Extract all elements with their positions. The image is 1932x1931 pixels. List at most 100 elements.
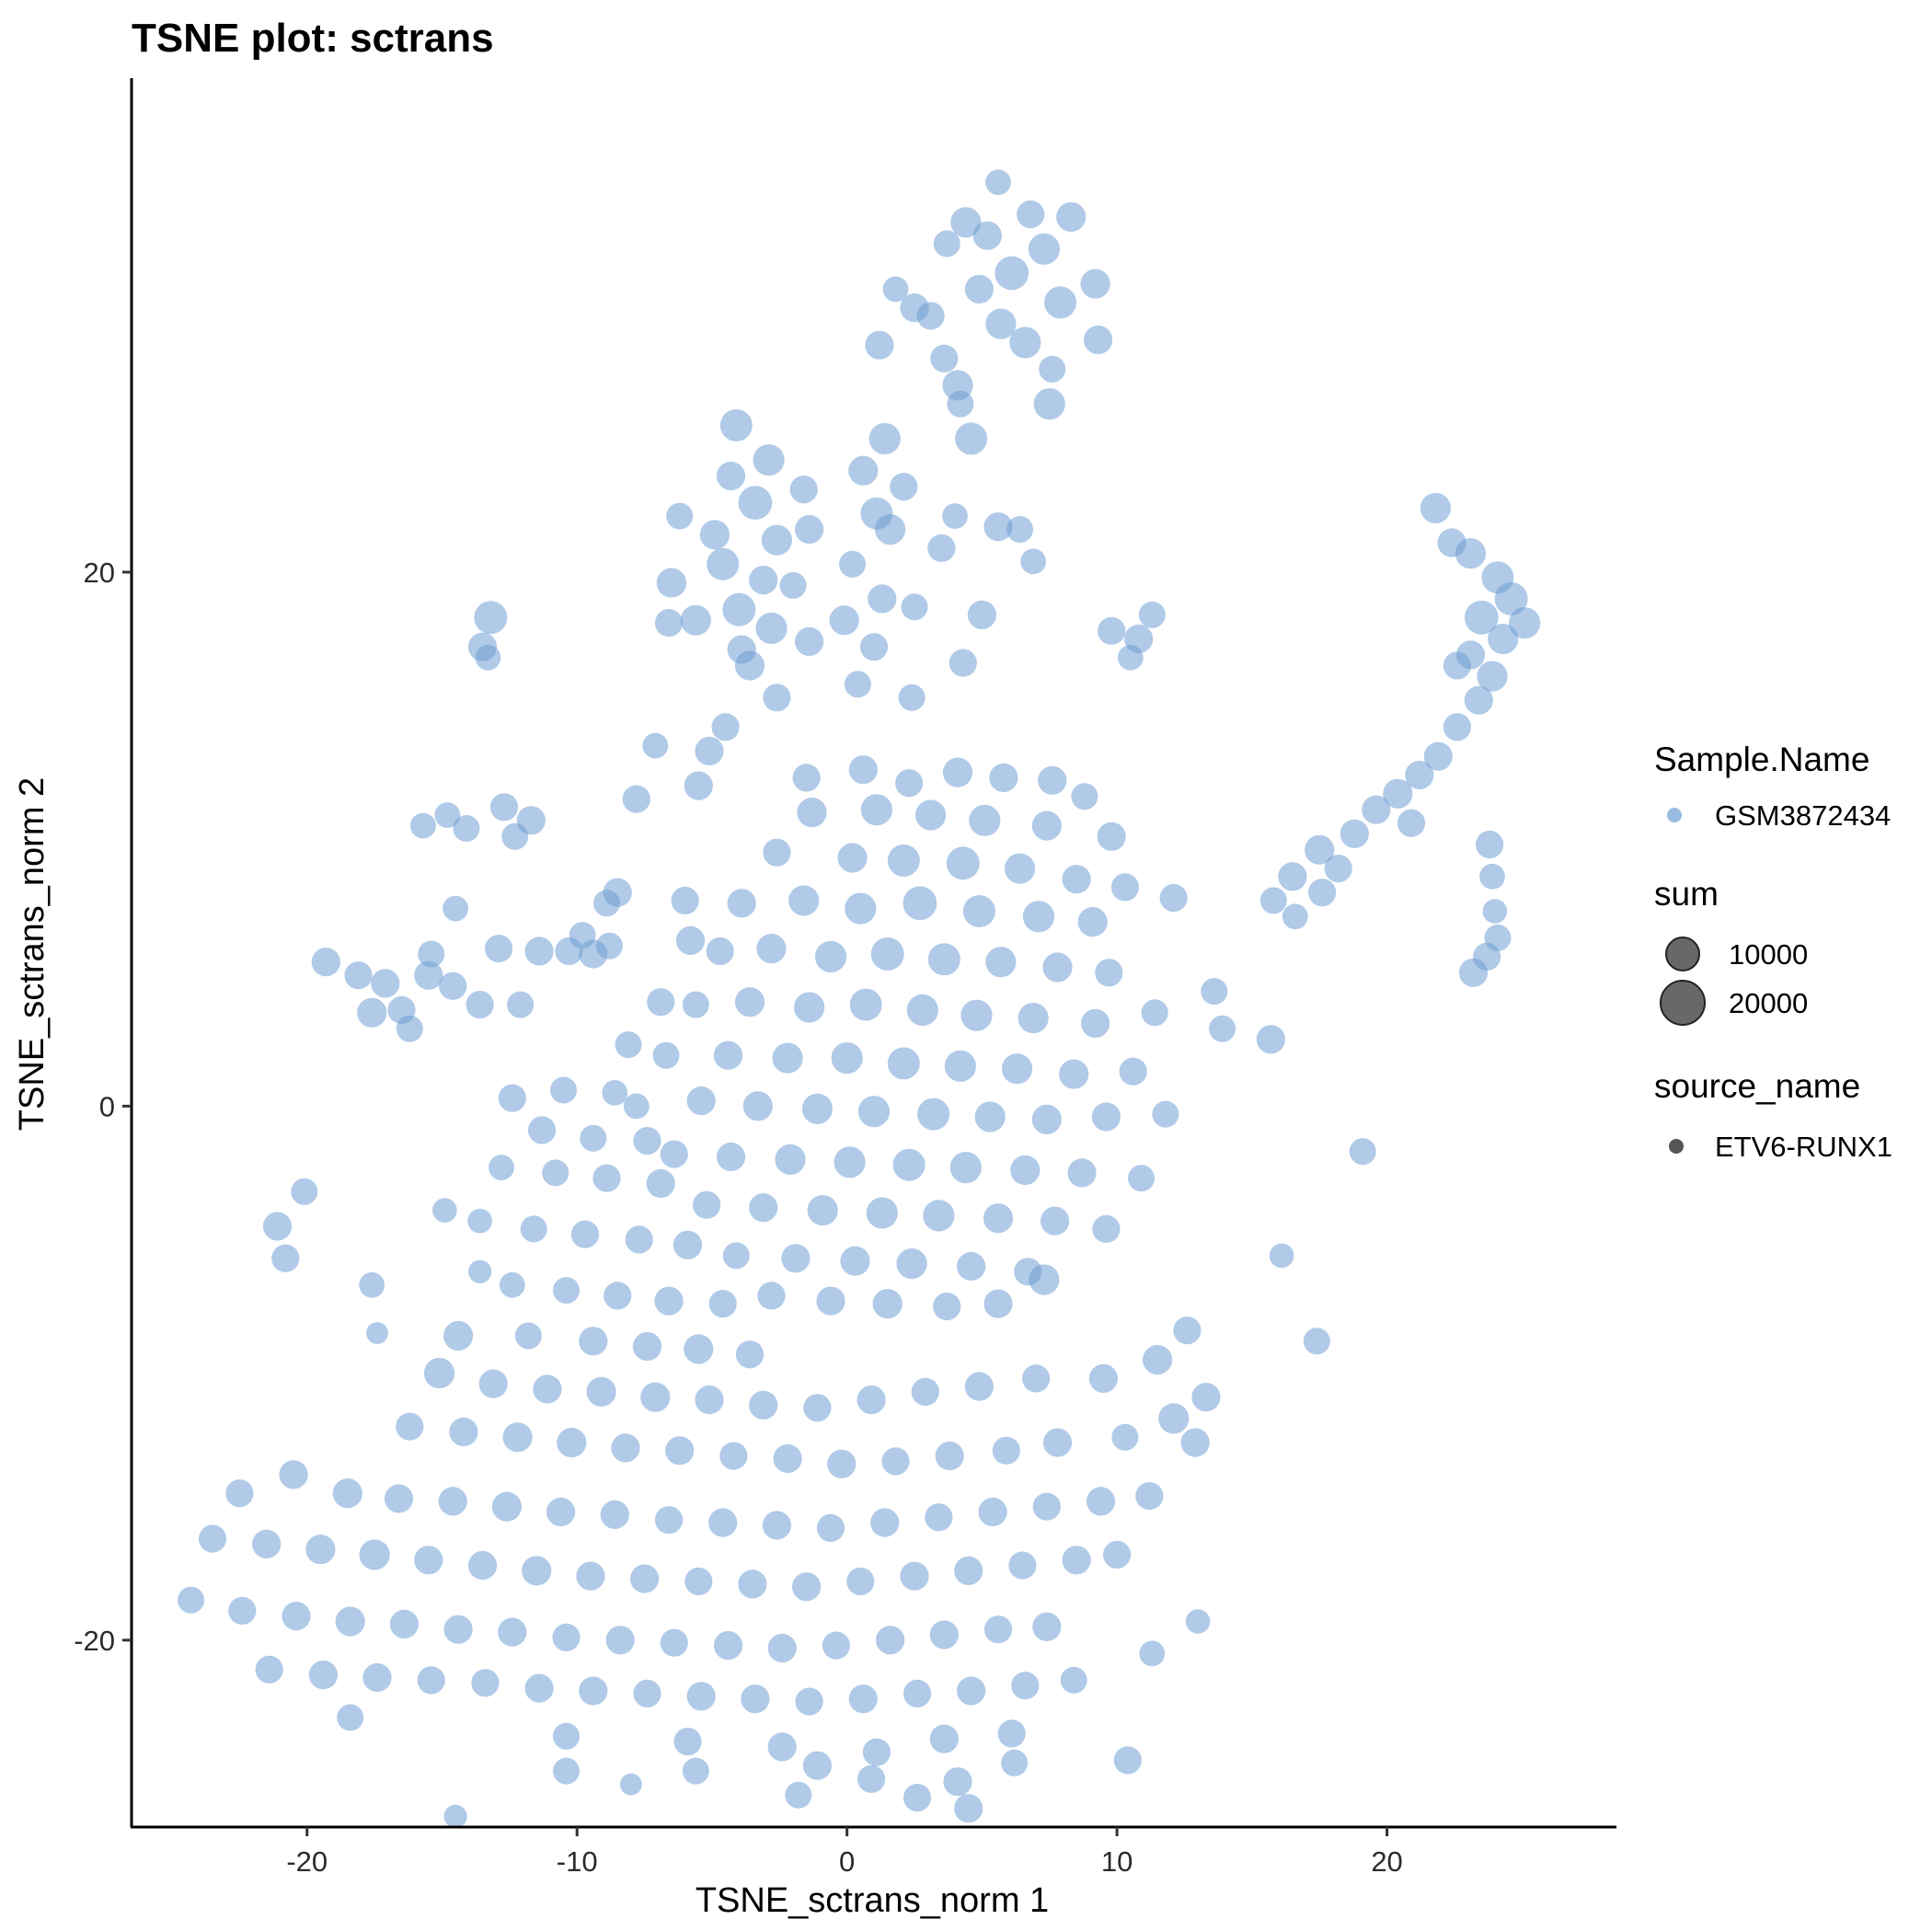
data-point <box>794 992 825 1023</box>
data-point <box>553 1277 580 1305</box>
data-point <box>1033 388 1065 420</box>
data-point <box>763 838 791 867</box>
data-point <box>466 991 494 1019</box>
data-point <box>802 1751 833 1780</box>
data-point <box>755 612 788 645</box>
data-point <box>859 633 889 661</box>
data-point <box>695 1385 724 1415</box>
data-point <box>673 1230 703 1259</box>
data-point <box>734 987 765 1017</box>
y-tick-label: 20 <box>84 557 115 589</box>
data-point <box>439 971 467 1000</box>
data-point <box>542 1159 569 1187</box>
data-point <box>857 1764 886 1793</box>
data-point <box>868 584 897 614</box>
data-point <box>989 763 1018 793</box>
data-point <box>550 1076 577 1104</box>
x-tick-label: 10 <box>1101 1845 1133 1878</box>
data-point <box>474 601 508 635</box>
data-point <box>767 1732 797 1762</box>
data-point <box>779 571 807 599</box>
legend-label-sample: GSM3872434 <box>1715 799 1891 832</box>
data-point <box>1097 822 1126 851</box>
data-point <box>719 408 753 442</box>
data-point <box>716 1142 746 1172</box>
data-point <box>605 1626 635 1655</box>
data-point <box>586 1376 616 1407</box>
data-point <box>1044 286 1076 319</box>
data-point <box>1488 623 1519 655</box>
data-point <box>900 1561 929 1591</box>
data-point <box>1119 1057 1147 1086</box>
data-point <box>359 1539 390 1570</box>
data-point <box>579 1676 608 1706</box>
legend-title-source-name: source_name <box>1654 1067 1860 1105</box>
data-point <box>962 895 995 927</box>
data-point <box>781 1244 811 1273</box>
data-point <box>1423 741 1453 771</box>
data-point <box>868 422 901 454</box>
data-point <box>252 1529 282 1558</box>
data-point <box>620 1773 642 1796</box>
data-point <box>686 1682 716 1711</box>
data-point <box>359 1271 385 1298</box>
y-axis-title: TSNE_sctrans_norm 2 <box>13 777 52 1131</box>
data-point <box>807 1195 838 1226</box>
data-point <box>950 207 982 238</box>
data-point <box>947 390 974 418</box>
data-point <box>942 757 973 787</box>
data-point <box>453 815 480 842</box>
data-point <box>753 443 785 477</box>
data-point <box>875 513 906 546</box>
data-point <box>414 1546 443 1575</box>
data-point <box>633 1679 661 1707</box>
data-point <box>332 1478 362 1509</box>
data-point <box>443 1804 467 1828</box>
data-point <box>929 1620 959 1649</box>
data-point <box>1032 1612 1062 1641</box>
legend-size-key-large <box>1660 980 1706 1026</box>
data-point <box>673 1728 702 1756</box>
data-point <box>656 568 687 598</box>
data-point <box>870 1508 900 1537</box>
data-point <box>1038 765 1067 795</box>
data-point <box>1158 1403 1190 1434</box>
data-point <box>848 755 878 785</box>
data-point <box>892 1148 926 1181</box>
data-point <box>1209 1015 1236 1042</box>
data-point <box>866 1197 898 1229</box>
data-point <box>896 1248 927 1280</box>
data-point <box>1482 899 1508 924</box>
data-point <box>1139 1640 1166 1667</box>
data-point <box>467 1551 498 1580</box>
data-point <box>308 1661 338 1690</box>
data-point <box>1362 795 1391 824</box>
data-point <box>1185 1609 1211 1634</box>
data-point <box>533 1374 562 1404</box>
data-point <box>684 771 713 800</box>
data-point <box>178 1586 205 1614</box>
data-point <box>1039 355 1066 383</box>
data-point <box>524 937 554 966</box>
data-point <box>1060 1666 1087 1694</box>
data-point <box>849 988 882 1021</box>
chart-title: TSNE plot: sctrans <box>132 16 494 61</box>
data-point <box>978 1497 1007 1527</box>
data-point <box>1042 1428 1073 1457</box>
data-point <box>911 1377 939 1406</box>
data-point <box>890 473 918 501</box>
data-point <box>396 1015 423 1042</box>
data-point <box>795 514 824 545</box>
data-point <box>801 1093 834 1124</box>
data-point <box>901 593 928 621</box>
data-point <box>682 1757 709 1785</box>
data-point <box>1091 1102 1121 1132</box>
data-point <box>837 843 868 873</box>
data-point <box>870 937 904 971</box>
data-point <box>816 1513 845 1542</box>
data-point <box>471 1669 500 1697</box>
data-point <box>917 1098 950 1131</box>
data-point <box>1143 1345 1173 1375</box>
data-point <box>630 1564 660 1593</box>
data-point <box>305 1534 336 1565</box>
